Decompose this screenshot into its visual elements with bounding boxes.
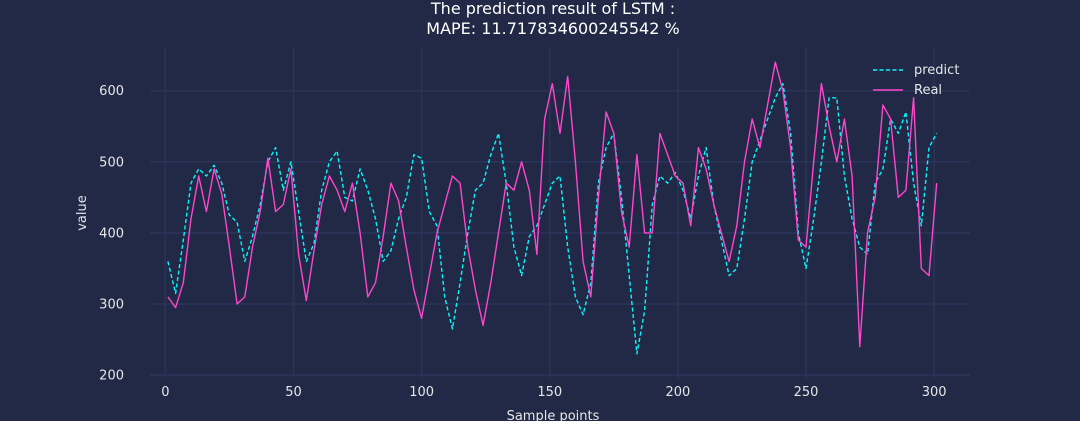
x-tick-label: 100 bbox=[409, 385, 434, 400]
x-tick-label: 50 bbox=[285, 385, 302, 400]
series-line-predict bbox=[167, 82, 938, 355]
y-tick-label: 500 bbox=[99, 155, 124, 170]
x-axis-ticks: 0 50 100 150 200 250 300 bbox=[161, 385, 946, 400]
x-tick-label: 250 bbox=[794, 385, 819, 400]
y-tick-label: 400 bbox=[99, 226, 124, 241]
y-axis-ticks: 200 300 400 500 600 bbox=[99, 84, 124, 383]
x-axis-label: Sample points bbox=[507, 409, 600, 421]
chart-subtitle: MAPE: 11.717834600245542 % bbox=[426, 19, 679, 38]
y-axis-label: value bbox=[75, 195, 90, 231]
y-tick-label: 300 bbox=[99, 298, 124, 313]
chart-title: The prediction result of LSTM : bbox=[430, 0, 675, 18]
y-tick-label: 600 bbox=[99, 84, 124, 99]
x-tick-label: 200 bbox=[665, 385, 690, 400]
x-tick-label: 150 bbox=[537, 385, 562, 400]
y-tick-label: 200 bbox=[99, 369, 124, 384]
legend-label-real: Real bbox=[914, 83, 942, 98]
x-tick-label: 300 bbox=[922, 385, 947, 400]
grid bbox=[150, 48, 970, 378]
x-tick-label: 0 bbox=[161, 385, 169, 400]
legend: predict Real bbox=[873, 63, 959, 98]
legend-label-predict: predict bbox=[914, 63, 959, 78]
series-line-real bbox=[167, 61, 938, 348]
series-lines bbox=[167, 61, 938, 355]
